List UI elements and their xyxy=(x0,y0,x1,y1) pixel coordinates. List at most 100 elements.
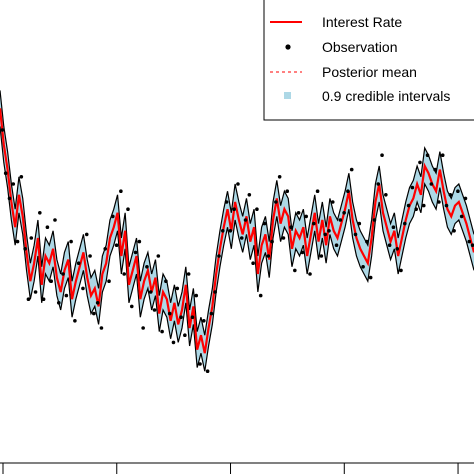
observation-point xyxy=(258,293,263,298)
observation-point xyxy=(220,229,225,233)
observation-point xyxy=(126,207,130,211)
observation-point xyxy=(202,319,206,323)
observation-point xyxy=(368,275,373,280)
legend-dot-symbol xyxy=(285,44,291,50)
observation-point xyxy=(23,247,27,251)
legend-item-credible-intervals: 0.9 credible intervals xyxy=(284,88,450,104)
observation-point xyxy=(190,315,195,320)
observation-point xyxy=(111,214,115,219)
observation-point xyxy=(239,236,244,240)
observation-point xyxy=(319,254,324,258)
observation-point xyxy=(406,203,411,208)
observation-point xyxy=(228,229,233,233)
x-axis xyxy=(0,462,474,474)
observation-point xyxy=(160,329,164,334)
observation-point xyxy=(353,232,358,237)
observation-point xyxy=(186,272,191,276)
observation-point xyxy=(293,268,297,273)
observation-points-layer xyxy=(0,128,474,374)
observation-point xyxy=(433,167,437,172)
observation-point xyxy=(410,185,415,190)
interval-bounds-layer xyxy=(0,90,474,372)
observation-point xyxy=(7,196,12,201)
observation-point xyxy=(107,279,111,284)
observation-point xyxy=(232,207,236,211)
legend-label: 0.9 credible intervals xyxy=(322,88,450,104)
observation-point xyxy=(217,254,221,258)
observation-point xyxy=(456,189,460,193)
observation-point xyxy=(61,272,65,276)
observation-point xyxy=(262,221,267,226)
series-line-layer xyxy=(0,108,474,354)
observation-point xyxy=(167,311,172,316)
observation-point xyxy=(11,182,16,186)
observation-point xyxy=(387,243,392,247)
observation-point xyxy=(418,160,422,165)
observation-point xyxy=(270,239,274,244)
observation-point xyxy=(119,189,123,193)
observation-point xyxy=(0,128,5,132)
observation-point xyxy=(148,290,153,294)
observation-point xyxy=(334,243,339,247)
legend-label: Posterior mean xyxy=(322,64,417,80)
observation-point xyxy=(38,211,42,215)
observation-point xyxy=(304,214,309,219)
observation-point xyxy=(88,254,92,258)
observation-point xyxy=(179,315,183,320)
observation-point xyxy=(266,254,271,258)
observation-point xyxy=(384,193,388,197)
observation-point xyxy=(437,200,441,204)
observation-point xyxy=(402,221,407,226)
observation-point xyxy=(103,247,108,251)
observation-point xyxy=(33,290,38,294)
observation-point xyxy=(285,189,290,193)
observation-point xyxy=(156,254,161,258)
observation-point xyxy=(3,171,8,175)
observation-point xyxy=(133,250,138,255)
observation-point xyxy=(183,333,187,338)
observation-point xyxy=(76,261,81,266)
observation-point xyxy=(19,175,24,179)
legend-label: Interest Rate xyxy=(322,14,402,30)
observation-point xyxy=(41,297,46,302)
observation-point xyxy=(429,182,434,186)
observation-point xyxy=(209,311,214,316)
observation-point xyxy=(49,279,53,284)
observation-point xyxy=(29,236,34,240)
observation-point xyxy=(171,340,176,345)
legend-square-symbol xyxy=(284,92,291,99)
observation-point xyxy=(137,239,142,244)
legend-item-observation: Observation xyxy=(285,39,397,55)
observation-point xyxy=(152,308,157,312)
observation-point xyxy=(73,319,77,323)
observation-point xyxy=(236,182,240,186)
credible-interval-upper-bound xyxy=(0,90,474,336)
observation-point xyxy=(92,311,96,316)
observation-point xyxy=(323,232,327,237)
observation-point xyxy=(15,239,20,244)
observation-point xyxy=(277,175,282,179)
observation-point xyxy=(421,203,426,208)
observation-point xyxy=(315,189,320,193)
observation-point xyxy=(175,286,180,291)
observation-point xyxy=(198,362,202,366)
observation-point xyxy=(164,279,168,284)
observation-point xyxy=(224,200,229,204)
observation-point xyxy=(255,207,259,211)
observation-point xyxy=(448,193,453,197)
observation-point xyxy=(296,211,301,215)
observation-point xyxy=(440,153,445,157)
observation-point xyxy=(289,225,293,229)
observation-point xyxy=(342,211,346,215)
observation-point xyxy=(444,203,449,208)
observation-point xyxy=(395,247,400,251)
observation-point xyxy=(247,193,252,197)
observation-point xyxy=(122,272,126,276)
observation-point xyxy=(194,293,199,298)
observation-point xyxy=(380,153,384,157)
observation-point xyxy=(459,214,464,219)
observation-point xyxy=(470,243,474,247)
observation-point xyxy=(56,301,61,305)
observation-point xyxy=(251,261,255,266)
observation-point xyxy=(452,229,456,233)
